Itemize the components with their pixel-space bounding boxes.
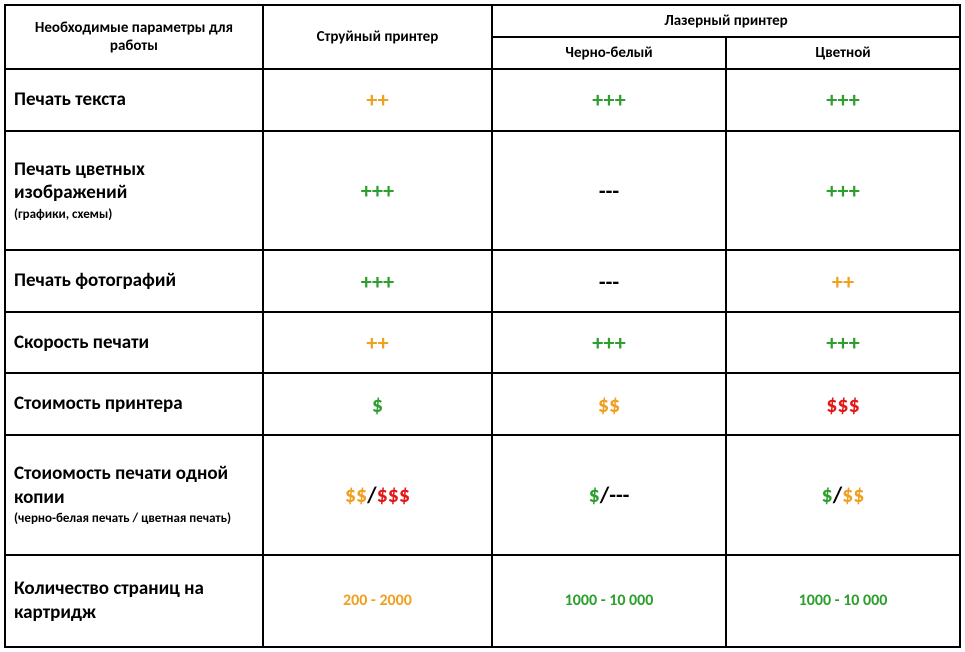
value-cell: ++ [726,250,960,312]
value-token: --- [599,268,619,295]
row-label-text: Печать фотографий [14,269,176,292]
value-token: +++ [361,268,394,295]
header-inkjet: Струйный принтер [263,5,492,69]
table-row: Печать текста++++++++ [5,69,960,131]
value-token: --- [599,177,619,204]
value-token: / [833,481,842,508]
row-label: Печать фотографий [5,250,263,312]
row-label: Стоимость принтера [5,373,263,435]
header-color: Цветной [726,37,960,69]
table-row: Скорость печати++++++++ [5,312,960,374]
row-label: Печать текста [5,69,263,131]
row-label-text: Стоимость принтера [14,392,183,415]
value-cell: $ [263,373,492,435]
value-cell: $$$ [726,373,960,435]
table-row: Стоиомость печати одной копии (черно-бела… [5,435,960,555]
row-label-text: Скорость печати [14,331,149,354]
table-row: Стоимость принтера$$$$$$ [5,373,960,435]
header-bw: Черно-белый [492,37,726,69]
row-sublabel: (черно-белая печать / цветная печать) [14,511,254,527]
table-row: Печать фотографий +++ --- ++ [5,250,960,312]
value-cell: --- [492,131,726,251]
value-cell: 1000 - 10 000 [492,555,726,647]
header-params: Необходимые параметры для работы [5,5,263,69]
row-sublabel: (графики, схемы) [14,207,254,223]
value-cell: --- [492,250,726,312]
row-label-text: Количество страниц на картридж [14,577,204,624]
value-token: $ [822,481,833,508]
value-cell: ++ [263,312,492,374]
value-cell: +++ [726,312,960,374]
table-row: Печать цветных изображений (графики, схем… [5,131,960,251]
value-cell: +++ [492,69,726,131]
value-token: ++ [832,268,854,295]
value-token: +++ [826,86,859,113]
value-token: $ [372,391,383,418]
value-cell: +++ [726,69,960,131]
value-token: / [600,481,609,508]
value-token: --- [609,481,629,508]
value-token: $$$ [826,391,859,418]
value-cell: $$/$$$ [263,435,492,555]
row-label: Количество страниц на картридж [5,555,263,647]
value-cell: $$ [492,373,726,435]
value-cell: +++ [263,131,492,251]
value-token: +++ [592,86,625,113]
value-token: +++ [592,329,625,356]
row-label: Печать цветных изображений (графики, схем… [5,131,263,251]
value-token: +++ [826,177,859,204]
value-token: 1000 - 10 000 [799,591,888,610]
row-label-text: Печать цветных изображений [14,158,145,205]
value-token: / [367,481,376,508]
table-row: Количество страниц на картридж 200 - 2000… [5,555,960,647]
row-label-text: Стоиомость печати одной копии [14,462,228,509]
value-cell: ++ [263,69,492,131]
value-token: 1000 - 10 000 [565,591,654,610]
value-token: $$ [345,481,367,508]
value-token: $ [589,481,600,508]
header-laser: Лазерный принтер [492,5,960,37]
value-cell: $/$$ [726,435,960,555]
value-cell: 200 - 2000 [263,555,492,647]
value-token: $$$ [377,481,410,508]
value-token: ++ [366,86,388,113]
value-token: ++ [366,329,388,356]
value-token: $$ [598,391,620,418]
row-label: Скорость печати [5,312,263,374]
value-token: +++ [826,329,859,356]
row-label: Стоиомость печати одной копии (черно-бела… [5,435,263,555]
value-cell: 1000 - 10 000 [726,555,960,647]
value-token: $$ [842,481,864,508]
comparison-table: Необходимые параметры для работы Струйны… [4,4,961,648]
value-cell: $/--- [492,435,726,555]
value-token: +++ [361,177,394,204]
value-cell: +++ [492,312,726,374]
row-label-text: Печать текста [14,88,126,111]
value-cell: +++ [263,250,492,312]
value-token: 200 - 2000 [343,591,412,610]
value-cell: +++ [726,131,960,251]
